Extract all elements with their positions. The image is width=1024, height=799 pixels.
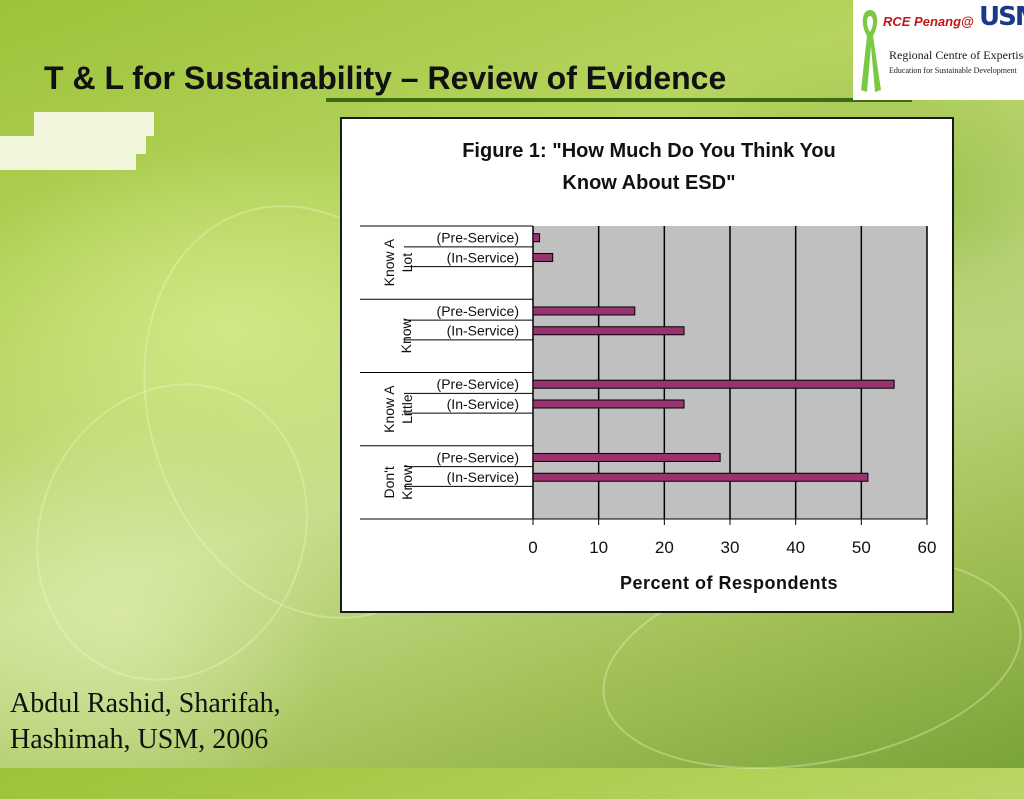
bar-label: (In-Service) — [447, 249, 519, 265]
chart-panel: Figure 1: "How Much Do You Think You Kno… — [340, 117, 954, 613]
bar-label: (Pre-Service) — [437, 230, 519, 246]
citation-line2: Hashimah, USM, 2006 — [10, 722, 281, 758]
x-tick-label: 20 — [655, 538, 674, 557]
bar — [533, 307, 635, 315]
decorative-block — [0, 136, 146, 154]
bar-label: (In-Service) — [447, 469, 519, 485]
bar-label: (Pre-Service) — [437, 303, 519, 319]
bar — [533, 234, 540, 242]
logo-education-text: Education for Sustainable Development — [889, 66, 1017, 75]
slide-title: T & L for Sustainability – Review of Evi… — [44, 60, 726, 97]
bar-label: (In-Service) — [447, 323, 519, 339]
x-tick-label: 60 — [918, 538, 937, 557]
chart-title-line2: Know About ESD" — [562, 172, 735, 194]
bar — [533, 453, 720, 461]
bar-label: (In-Service) — [447, 396, 519, 412]
category-label: Know A Little — [381, 385, 415, 433]
category-label: Know A Lot — [381, 238, 415, 286]
bar — [533, 400, 684, 408]
decorative-block — [0, 154, 136, 170]
x-tick-label: 40 — [786, 538, 805, 557]
chart-title-line1: Figure 1: "How Much Do You Think You — [462, 140, 836, 162]
x-axis-label: Percent of Respondents — [620, 573, 838, 593]
logo-usm-text: USM — [979, 2, 1019, 32]
bar-label: (Pre-Service) — [437, 376, 519, 392]
title-underline — [326, 98, 912, 102]
x-tick-label: 10 — [589, 538, 608, 557]
bar — [533, 380, 894, 388]
bar — [533, 327, 684, 335]
citation: Abdul Rashid, Sharifah, Hashimah, USM, 2… — [10, 686, 281, 758]
x-tick-label: 0 — [528, 538, 537, 557]
awareness-ribbon-icon — [857, 6, 883, 94]
category-label: Don't Know — [381, 464, 415, 500]
logo-centre-text: Regional Centre of Expertise — [889, 48, 1024, 63]
bar — [533, 253, 553, 261]
bar-chart: Figure 1: "How Much Do You Think You Kno… — [342, 119, 952, 611]
logo-rce-text: RCE Penang@ — [883, 14, 974, 29]
citation-line1: Abdul Rashid, Sharifah, — [10, 686, 281, 722]
category-label: Know — [398, 317, 414, 353]
x-tick-label: 30 — [721, 538, 740, 557]
bar — [533, 473, 868, 481]
bar-label: (Pre-Service) — [437, 449, 519, 465]
decorative-block — [34, 112, 154, 136]
x-tick-label: 50 — [852, 538, 871, 557]
rce-usm-logo: RCE Penang@ USM Regional Centre of Exper… — [853, 0, 1024, 100]
